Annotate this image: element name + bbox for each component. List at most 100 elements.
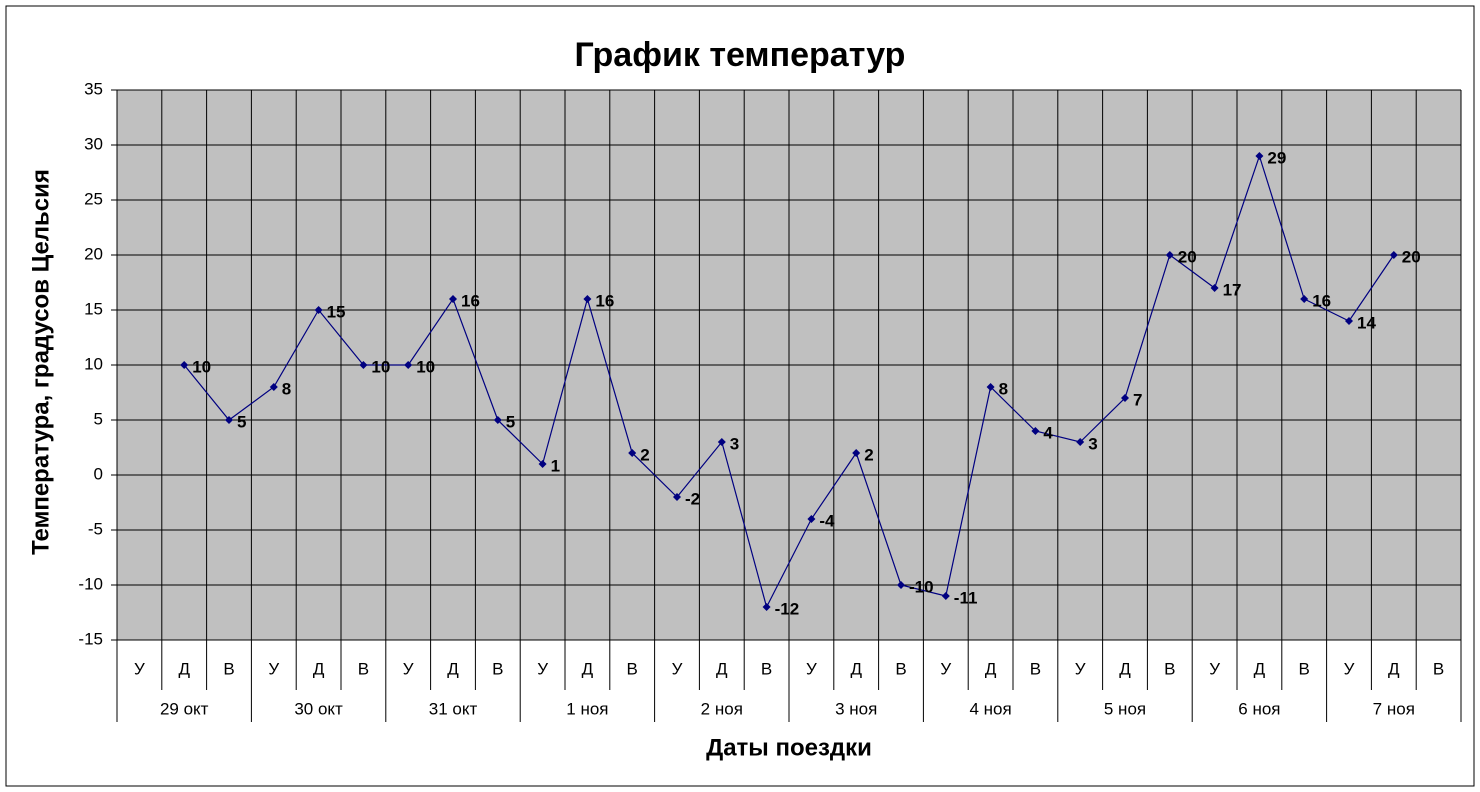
data-point [404,361,413,369]
data-label: 7 [1133,390,1142,409]
data-point [986,383,995,391]
x-tick-label: У [806,659,817,678]
data-label: -11 [954,588,978,607]
data-point [852,449,861,457]
data-point [1255,152,1264,160]
x-group-label: 4 ноя [969,699,1011,718]
data-label: 29 [1267,148,1286,167]
x-tick-label: У [268,659,279,678]
x-tick-label: В [223,659,234,678]
x-tick-label: Д [1254,659,1266,678]
x-tick-label: У [537,659,548,678]
x-group-label: 5 ноя [1104,699,1146,718]
data-label: 16 [461,291,480,310]
x-group-label: 29 окт [160,699,209,718]
data-point [1165,251,1174,259]
data-point [180,361,189,369]
x-group-label: 1 ноя [566,699,608,718]
data-point [941,592,950,600]
x-tick-label: У [672,659,683,678]
data-point [1121,394,1129,402]
x-tick-label: Д [178,659,190,678]
x-group-label: 6 ноя [1238,699,1280,718]
data-line [183,154,1395,609]
data-point [1210,284,1219,292]
data-label: 2 [640,445,649,464]
y-tick-label: 5 [94,409,103,428]
data-label: 1 [551,456,560,475]
data-label: 14 [1357,313,1376,332]
x-tick-label: В [358,659,369,678]
x-tick-label: В [1299,659,1310,678]
x-tick-label: В [492,659,503,678]
x-tick-label: Д [447,659,459,678]
x-tick-label: Д [313,659,325,678]
x-tick-label: Д [716,659,728,678]
x-axis-title: Даты поездки [706,734,872,761]
x-group-label: 2 ноя [701,699,743,718]
y-tick-label: 25 [84,189,103,208]
data-label: 8 [282,379,291,398]
x-tick-label: В [895,659,906,678]
data-label: -2 [685,489,700,508]
x-tick-label: Д [1119,659,1131,678]
data-point [1345,317,1353,325]
x-tick-label: В [1164,659,1175,678]
data-label: 3 [730,434,739,453]
data-point [1031,427,1040,435]
x-tick-label: У [1209,659,1220,678]
y-tick-label: 10 [84,354,103,373]
data-point [1076,438,1085,446]
data-point [1300,295,1309,303]
data-label: 5 [237,412,246,431]
data-point [1389,251,1398,259]
data-label: -4 [819,511,835,530]
data-label: 10 [416,357,435,376]
y-tick-label: 20 [84,244,103,263]
data-point [538,460,547,468]
x-tick-label: В [1433,659,1444,678]
data-point [449,295,457,303]
data-label: -10 [909,577,934,596]
data-point [359,361,368,369]
data-point [314,306,323,314]
x-tick-label: У [1344,659,1355,678]
data-point [225,416,233,424]
y-tick-label: -10 [78,574,103,593]
y-tick-label: -15 [78,629,103,648]
data-label: 10 [371,357,390,376]
x-group-label: 30 окт [294,699,343,718]
data-label: 3 [1088,434,1097,453]
data-point [493,416,502,424]
data-label: 8 [999,379,1008,398]
y-tick-label: 0 [94,464,103,483]
x-tick-label: У [403,659,414,678]
data-label: 4 [1043,423,1053,442]
chart-title: График температур [575,36,906,74]
y-tick-label: 30 [84,134,103,153]
x-tick-label: Д [850,659,862,678]
data-point [897,581,905,589]
x-tick-label: У [940,659,951,678]
data-label: 16 [1312,291,1331,310]
data-label: 16 [595,291,614,310]
data-label: 20 [1402,247,1421,266]
x-tick-label: В [1030,659,1041,678]
x-tick-label: В [761,659,772,678]
data-label: 20 [1178,247,1197,266]
x-tick-label: В [627,659,638,678]
data-point [807,515,816,523]
data-label: 15 [327,302,346,321]
data-label: -12 [775,599,800,618]
x-tick-label: Д [582,659,594,678]
data-point [717,438,726,446]
x-group-label: 7 ноя [1373,699,1415,718]
data-point [583,295,592,303]
x-tick-label: У [134,659,145,678]
x-tick-label: Д [1388,659,1400,678]
data-point [673,493,681,501]
y-axis-title: Температура, градусов Цельсия [27,169,54,555]
x-tick-label: У [1075,659,1086,678]
y-tick-label: 15 [84,299,103,318]
